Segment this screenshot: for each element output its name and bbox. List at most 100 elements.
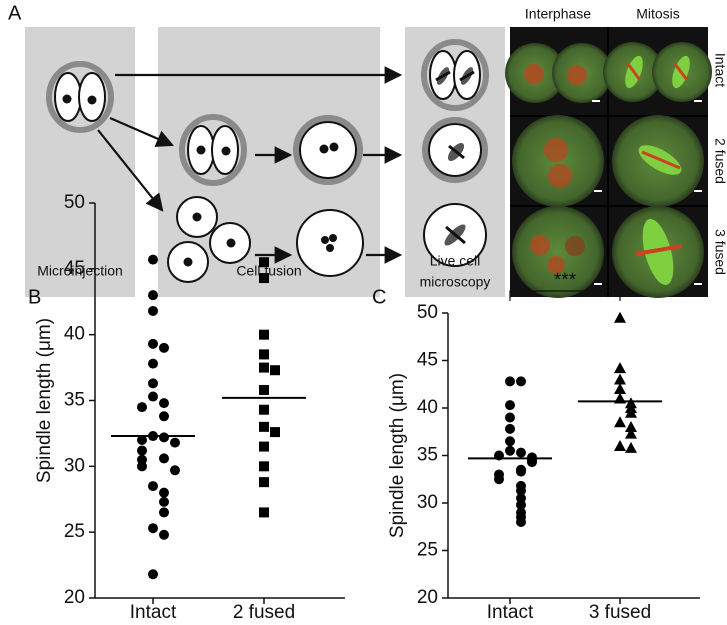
dot	[614, 440, 626, 451]
dot	[148, 481, 158, 492]
micrographs	[505, 27, 712, 298]
dot	[259, 273, 269, 284]
dot	[148, 569, 158, 580]
dot	[170, 437, 180, 448]
stage-box	[25, 27, 135, 297]
dot	[159, 529, 169, 540]
dot	[505, 376, 515, 387]
dot	[259, 461, 269, 472]
dot	[259, 349, 269, 360]
y-tick-label: 40	[417, 397, 438, 418]
column-label: Mitosis	[636, 6, 680, 22]
dot	[159, 432, 169, 443]
embryo	[179, 114, 247, 186]
dot	[614, 362, 626, 374]
dot	[159, 411, 169, 422]
dot	[259, 477, 269, 488]
significance-bracket	[509, 290, 621, 301]
dot	[170, 465, 180, 476]
dot	[505, 423, 515, 434]
dot	[527, 457, 537, 468]
panel-label: C	[372, 286, 386, 308]
dot	[614, 416, 626, 428]
embryo	[296, 209, 364, 277]
stage-label: Cell fusion	[236, 263, 301, 279]
x-tick-label: 3 fused	[589, 602, 651, 623]
dot	[148, 338, 158, 349]
x-tick-label: Intact	[487, 602, 534, 623]
dot	[137, 402, 147, 413]
dot	[516, 485, 526, 496]
dot	[137, 461, 147, 472]
x-tick-label: Intact	[130, 602, 177, 623]
dot	[516, 499, 526, 510]
dot	[259, 404, 269, 415]
embryo	[422, 117, 488, 183]
y-tick-label: 35	[417, 445, 438, 466]
dot	[625, 427, 637, 439]
embryo	[167, 196, 251, 283]
dot	[505, 400, 515, 411]
y-tick-label: 25	[417, 540, 438, 561]
dot	[148, 378, 158, 389]
dot	[159, 342, 169, 353]
dot	[505, 445, 515, 456]
dot	[516, 466, 526, 477]
y-tick-label: 45	[64, 258, 85, 279]
y-axis-label: Spindle length (μm)	[387, 373, 408, 538]
embryo	[46, 61, 114, 133]
dot	[159, 496, 169, 507]
row-label: Intact	[712, 53, 727, 87]
dot	[148, 254, 158, 265]
dot	[614, 373, 626, 385]
dot	[614, 311, 626, 323]
y-tick-label: 25	[64, 521, 85, 542]
dot	[159, 453, 169, 464]
dot	[137, 435, 147, 445]
y-tick-label: 50	[417, 302, 438, 323]
dot	[259, 329, 269, 340]
dot	[159, 487, 169, 498]
y-tick-label: 30	[64, 455, 85, 476]
embryo	[421, 39, 489, 111]
dot	[259, 257, 269, 268]
y-tick-label: 35	[64, 390, 85, 411]
y-tick-label: 20	[417, 587, 438, 608]
y-tick-label: 50	[64, 192, 85, 213]
dot	[259, 362, 269, 373]
row-label: 2 fused	[712, 138, 727, 184]
dot	[148, 358, 158, 369]
row-label: 3 fused	[712, 229, 727, 275]
embryo	[423, 203, 487, 267]
dot	[159, 398, 169, 409]
dot	[270, 365, 280, 376]
dot	[625, 421, 637, 432]
arrow	[97, 129, 164, 212]
dot	[614, 383, 626, 394]
stage-label: Live cell	[430, 253, 481, 269]
stage-label: Microinjection	[37, 263, 123, 279]
dot	[159, 507, 169, 518]
dot	[259, 441, 269, 452]
dot	[625, 441, 637, 453]
y-tick-label: 30	[417, 492, 438, 513]
x-tick-label: 2 fused	[233, 602, 295, 623]
y-tick-label: 20	[64, 587, 85, 608]
dot	[516, 447, 526, 458]
dot	[148, 523, 158, 534]
dot	[494, 474, 504, 485]
y-tick-label: 45	[417, 350, 438, 371]
stage-label: microscopy	[420, 274, 491, 290]
dot	[148, 391, 158, 402]
dot	[516, 517, 526, 527]
panel-label: B	[28, 286, 41, 308]
dot	[148, 290, 158, 301]
panel-label: A	[8, 2, 22, 24]
significance-label: ***	[554, 270, 577, 291]
y-axis-label: Spindle length (μm)	[34, 318, 55, 483]
dot	[625, 406, 637, 418]
arrow	[109, 116, 175, 147]
column-label: Interphase	[525, 6, 591, 22]
y-tick-label: 40	[64, 324, 85, 345]
